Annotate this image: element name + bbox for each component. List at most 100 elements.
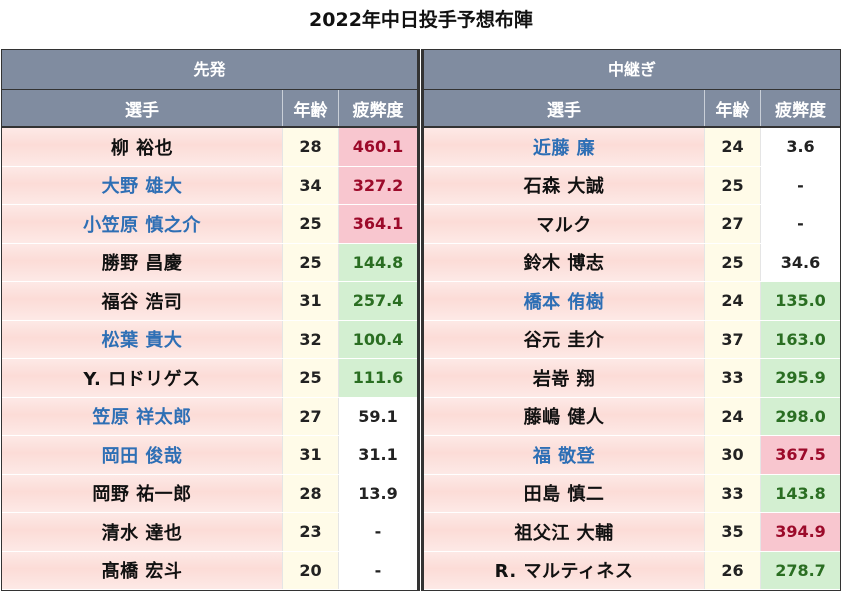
header-name: 選手 (2, 90, 283, 126)
player-name: 祖父江 大輔 (424, 513, 705, 551)
table-row: 藤嶋 健人 24 298.0 (424, 397, 840, 436)
table-row: 大野 雄大 34 327.2 (2, 166, 417, 205)
player-name: 近藤 廉 (424, 128, 705, 166)
player-age: 26 (705, 551, 761, 589)
player-name: 小笠原 慎之介 (2, 205, 283, 243)
table-row: Y. ロドリゲス 25 111.6 (2, 359, 417, 398)
relievers-table: 中継ぎ 選手 年齢 疲弊度 近藤 廉 24 3.6 石森 大誠 25- マルク 27- 鈴木 … (423, 49, 841, 591)
header-name: 選手 (424, 90, 705, 126)
table-divider (418, 49, 423, 591)
fatigue-value: 100.4 (339, 320, 417, 358)
player-age: 30 (705, 436, 761, 474)
player-age: 28 (283, 474, 339, 512)
player-age: 23 (283, 513, 339, 551)
player-age: 31 (283, 436, 339, 474)
relievers-rows: 近藤 廉 24 3.6 石森 大誠 25- マルク 27- 鈴木 博志 25 34.6 橋本 侑樹 2… (424, 128, 840, 590)
page-title: 2022年中日投手予想布陣 (309, 9, 533, 31)
fatigue-value: 364.1 (339, 205, 417, 243)
player-age: 25 (705, 166, 761, 204)
fatigue-value: 3.6 (761, 128, 840, 166)
player-age: 24 (705, 128, 761, 166)
player-name: 髙橋 宏斗 (2, 551, 283, 589)
header-fatigue: 疲弊度 (775, 100, 826, 121)
fatigue-value: 295.9 (761, 359, 840, 397)
player-age: 25 (283, 205, 339, 243)
fatigue-value: 460.1 (339, 128, 417, 166)
fatigue-value: 278.7 (761, 551, 840, 589)
table-row: 鈴木 博志 25 34.6 (424, 243, 840, 282)
player-age: 37 (705, 320, 761, 358)
table-row: 柳 裕也 28 460.1 (2, 128, 417, 167)
column-header-row: 選手 年齢 疲弊度 (2, 90, 417, 128)
fatigue-value: 13.9 (339, 474, 417, 512)
player-name: 福 敬登 (424, 436, 705, 474)
table-row: 近藤 廉 24 3.6 (424, 128, 840, 167)
starters-rows: 柳 裕也 28 460.1 大野 雄大 34 327.2 小笠原 慎之介 25 364.1 勝野 … (2, 128, 417, 590)
fatigue-value: 257.4 (339, 282, 417, 320)
table-row: マルク 27- (424, 205, 840, 244)
fatigue-value: 367.5 (761, 436, 840, 474)
player-name: 笠原 祥太郎 (2, 397, 283, 435)
table-row: 清水 達也 23- (2, 513, 417, 552)
player-age: 27 (283, 397, 339, 435)
table-row: 岩嵜 翔 33 295.9 (424, 359, 840, 398)
player-name: 藤嶋 健人 (424, 397, 705, 435)
player-name: 福谷 浩司 (2, 282, 283, 320)
player-age: 31 (283, 282, 339, 320)
fatigue-value: 59.1 (339, 397, 417, 435)
player-age: 25 (705, 243, 761, 281)
player-age: 24 (705, 282, 761, 320)
fatigue-value: 327.2 (339, 166, 417, 204)
table-row: 橋本 侑樹 24 135.0 (424, 282, 840, 321)
player-age: 24 (705, 397, 761, 435)
player-name: 谷元 圭介 (424, 320, 705, 358)
fatigue-value: - (339, 513, 417, 551)
fatigue-value: 135.0 (761, 282, 840, 320)
player-name: 清水 達也 (2, 513, 283, 551)
fatigue-value: - (761, 205, 840, 243)
player-age: 33 (705, 474, 761, 512)
player-name: 柳 裕也 (2, 128, 283, 166)
header-fatigue: 疲弊度 (352, 100, 404, 121)
table-row: 田島 慎二 33 143.8 (424, 474, 840, 513)
table-row: 石森 大誠 25- (424, 166, 840, 205)
player-age: 25 (283, 243, 339, 281)
player-age: 35 (705, 513, 761, 551)
fatigue-value: 163.0 (761, 320, 840, 358)
player-name: 勝野 昌慶 (2, 243, 283, 281)
fatigue-value: 298.0 (761, 397, 840, 435)
table-row: 福 敬登 30 367.5 (424, 436, 840, 475)
player-name: 岩嵜 翔 (424, 359, 705, 397)
table-row: 笠原 祥太郎 27 59.1 (2, 397, 417, 436)
player-age: 25 (283, 359, 339, 397)
table-row: 祖父江 大輔 35 394.9 (424, 513, 840, 552)
player-name: 大野 雄大 (2, 166, 283, 204)
header-age: 年齢 (283, 90, 339, 126)
player-name: 松葉 貴大 (2, 320, 283, 358)
player-age: 32 (283, 320, 339, 358)
player-age: 20 (283, 551, 339, 589)
player-name: 岡田 俊哉 (2, 436, 283, 474)
fatigue-value: 144.8 (339, 243, 417, 281)
fatigue-value: 34.6 (761, 243, 840, 281)
player-name: 橋本 侑樹 (424, 282, 705, 320)
table-row: 勝野 昌慶 25 144.8 (2, 243, 417, 282)
player-name: 田島 慎二 (424, 474, 705, 512)
player-name: 石森 大誠 (424, 166, 705, 204)
fatigue-value: 111.6 (339, 359, 417, 397)
player-name: マルク (424, 205, 705, 243)
player-age: 28 (283, 128, 339, 166)
player-age: 34 (283, 166, 339, 204)
table-row: 松葉 貴大 32 100.4 (2, 320, 417, 359)
section-header-relievers: 中継ぎ (424, 50, 840, 90)
section-header-starters: 先発 (2, 50, 417, 90)
fatigue-value: - (761, 166, 840, 204)
column-header-row: 選手 年齢 疲弊度 (424, 90, 840, 128)
table-row: 谷元 圭介 37 163.0 (424, 320, 840, 359)
player-name: R. マルティネス (424, 551, 705, 589)
table-row: 福谷 浩司 31 257.4 (2, 282, 417, 321)
player-name: Y. ロドリゲス (2, 359, 283, 397)
player-age: 33 (705, 359, 761, 397)
table-row: 髙橋 宏斗 20- (2, 551, 417, 590)
fatigue-value: 31.1 (339, 436, 417, 474)
